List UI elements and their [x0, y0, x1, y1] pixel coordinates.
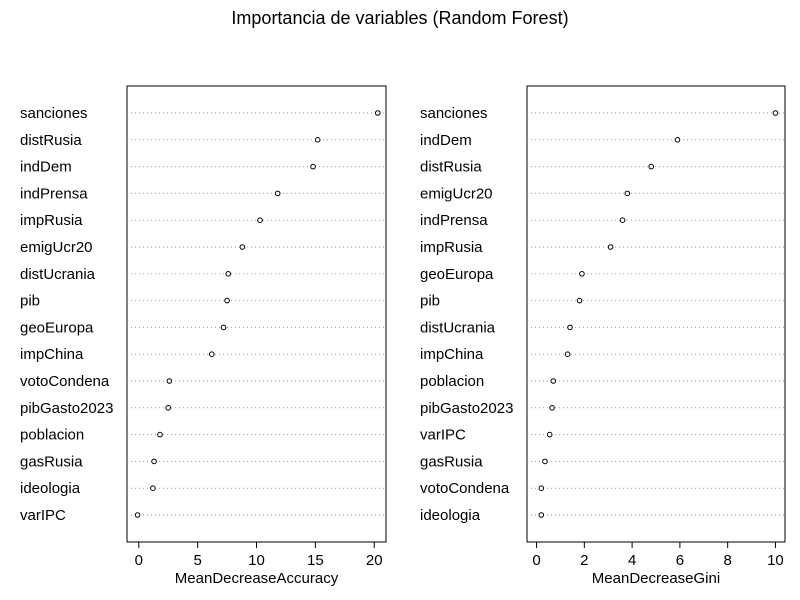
data-point: [772, 110, 779, 116]
variable-label: impChina: [420, 346, 484, 363]
data-point: [538, 512, 545, 518]
data-point: [310, 163, 316, 170]
chart-title: Importancia de variables (Random Forest): [231, 8, 569, 28]
data-point: [224, 297, 230, 304]
variable-label: distUcrania: [20, 266, 96, 283]
variable-label: emigUcr20: [20, 239, 93, 256]
data-point: [157, 431, 163, 438]
data-point: [314, 137, 321, 143]
plot-frame-2: [526, 85, 786, 543]
data-point: [619, 217, 626, 223]
data-point: [542, 458, 548, 465]
variable-label: indPrensa: [420, 212, 488, 229]
data-point: [624, 190, 631, 197]
x-tick-label: 20: [366, 552, 383, 569]
variable-label: geoEuropa: [20, 319, 94, 336]
x-tick-label: 15: [307, 552, 324, 569]
variable-label: gasRusia: [20, 453, 83, 470]
x-tick-label: 2: [580, 552, 588, 569]
x-tick-label: 0: [135, 552, 143, 569]
variable-label: sanciones: [20, 105, 88, 122]
data-point: [225, 271, 232, 277]
data-point: [550, 378, 557, 384]
data-point: [208, 351, 215, 358]
data-point: [564, 351, 571, 358]
variable-label: distUcrania: [420, 319, 496, 336]
x-tick-label: 10: [248, 552, 265, 569]
variable-label: sanciones: [420, 105, 488, 122]
data-point: [674, 137, 681, 143]
data-point: [165, 405, 172, 411]
data-point: [151, 458, 157, 465]
variable-label: impRusia: [420, 239, 483, 256]
x-axis-label: MeanDecreaseGini: [592, 570, 720, 587]
variable-label: ideologia: [20, 480, 81, 497]
variable-label: impRusia: [20, 212, 83, 229]
x-tick-label: 0: [532, 552, 540, 569]
variable-label: pib: [420, 293, 440, 310]
data-point: [549, 405, 555, 411]
x-tick-label: 4: [628, 552, 636, 569]
variable-label: varIPC: [20, 507, 66, 524]
data-point: [274, 190, 281, 197]
data-point: [220, 324, 227, 331]
data-point: [166, 378, 173, 384]
x-tick-label: 8: [723, 552, 731, 569]
variable-label: varIPC: [420, 427, 466, 444]
variable-label: indDem: [20, 159, 72, 176]
data-point: [546, 431, 553, 438]
variable-label: pib: [20, 293, 40, 310]
variable-label: poblacion: [20, 427, 84, 444]
variable-label: ideologia: [420, 507, 481, 524]
variable-label: indDem: [420, 132, 472, 149]
variable-label: distRusia: [20, 132, 82, 149]
data-point: [607, 244, 614, 250]
data-point: [648, 163, 655, 170]
variable-label: indPrensa: [20, 185, 88, 202]
plot-frame-1: [126, 85, 387, 543]
variable-label: impChina: [20, 346, 84, 363]
x-tick-label: 6: [676, 552, 684, 569]
data-point: [257, 217, 263, 223]
data-point: [579, 271, 585, 277]
variable-label: gasRusia: [420, 453, 483, 470]
x-axis-label: MeanDecreaseAccuracy: [175, 570, 339, 587]
variable-label: votoCondena: [420, 480, 510, 497]
x-tick-label: 10: [767, 552, 784, 569]
data-point: [576, 297, 583, 304]
data-point: [150, 485, 156, 492]
data-point: [567, 324, 573, 331]
variable-label: pibGasto2023: [20, 400, 113, 417]
variable-label: geoEuropa: [420, 266, 494, 283]
x-tick-label: 5: [193, 552, 201, 569]
variable-label: emigUcr20: [420, 185, 493, 202]
variable-label: pibGasto2023: [420, 400, 513, 417]
data-point: [538, 485, 545, 492]
variable-label: votoCondena: [20, 373, 110, 390]
data-point: [239, 244, 246, 250]
variable-label: distRusia: [420, 159, 482, 176]
data-point: [374, 110, 381, 116]
variable-label: poblacion: [420, 373, 484, 390]
data-point: [134, 512, 141, 518]
